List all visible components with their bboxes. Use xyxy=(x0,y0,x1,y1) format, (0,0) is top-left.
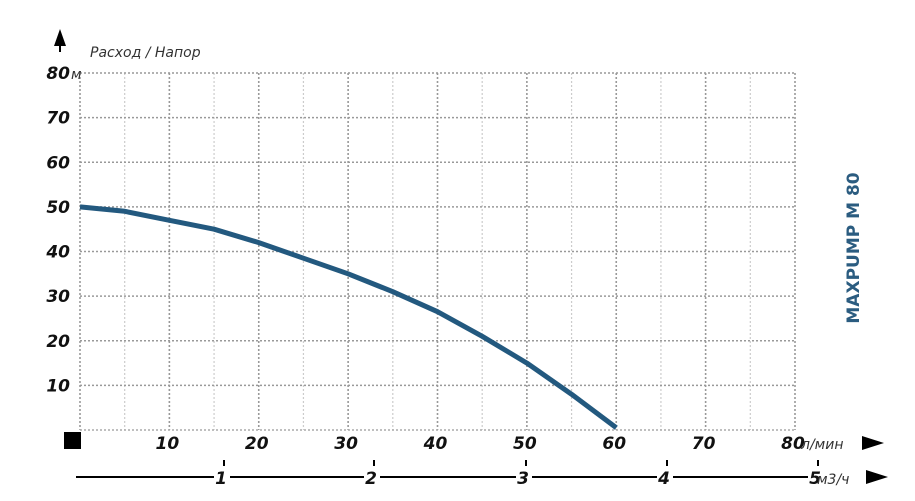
x-tick-label: 50 xyxy=(513,434,537,454)
y-tick-label: 10 xyxy=(46,376,70,396)
x-tick-label: 10 xyxy=(156,434,180,454)
y-tick-label: 70 xyxy=(46,109,70,129)
x-tick-label: 80 xyxy=(781,434,805,454)
y-tick-label: 40 xyxy=(45,243,70,263)
x2-tick-label: 4 xyxy=(657,469,670,489)
pump-curve-line xyxy=(79,204,618,430)
x2-tick-label: 1 xyxy=(215,469,227,489)
y-tick-label: 30 xyxy=(46,287,70,307)
origin-marker xyxy=(64,432,81,449)
y-tick-label: 20 xyxy=(46,332,70,352)
x-tick-label: 30 xyxy=(334,434,358,454)
x2-axis-arrow-icon xyxy=(866,470,888,484)
x2-tick-label: 5 xyxy=(809,469,821,489)
y-tick-label: 50 xyxy=(46,198,70,218)
y-tick-label: 80 xyxy=(46,64,70,84)
y-unit-label: м xyxy=(71,67,82,83)
y-tick-label: 60 xyxy=(46,153,70,173)
y-axis-label: Расход / Напор xyxy=(90,45,201,61)
y-axis-arrow-icon xyxy=(54,29,66,52)
x2-unit-label: м3/ч xyxy=(817,472,849,488)
x2-tick-label: 2 xyxy=(365,469,377,489)
chart-title: MAXPUMP M 80 xyxy=(844,172,864,323)
x-tick-label: 60 xyxy=(602,434,626,454)
x-tick-label: 40 xyxy=(423,434,448,454)
x-tick-label: 20 xyxy=(245,434,269,454)
x-tick-label: 70 xyxy=(692,434,716,454)
x2-tick-label: 3 xyxy=(517,469,529,489)
x-axis-arrow-icon xyxy=(862,436,884,450)
x-unit-label: л/мин xyxy=(800,437,843,453)
